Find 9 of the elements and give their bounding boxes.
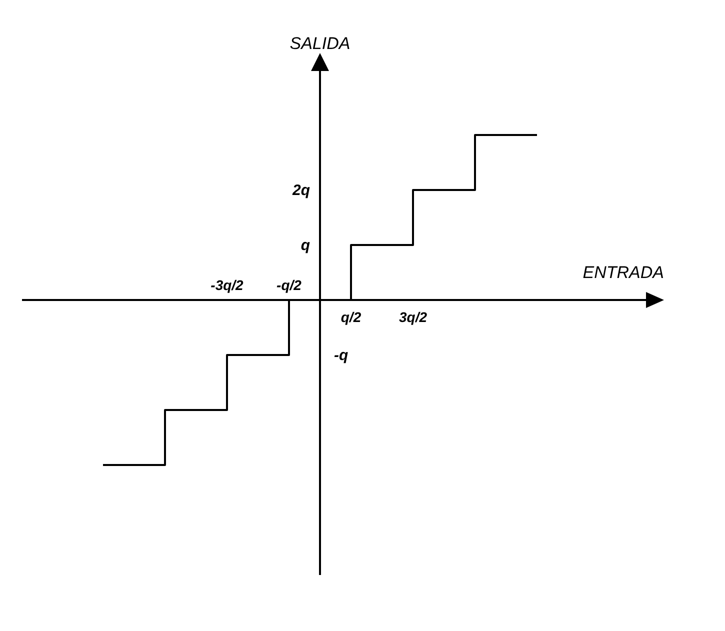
- x-tick-label: q/2: [340, 309, 362, 325]
- annotation: 2q: [291, 182, 310, 199]
- annotation: q: [300, 237, 310, 254]
- x-axis-title: ENTRADA: [582, 263, 664, 282]
- annotation: -q: [334, 346, 348, 364]
- x-tick-label: 3q/2: [398, 309, 428, 325]
- x-tick-label: -3q/2: [210, 277, 244, 293]
- x-tick-label: -q/2: [276, 277, 302, 293]
- y-axis-title: SALIDA: [290, 34, 350, 53]
